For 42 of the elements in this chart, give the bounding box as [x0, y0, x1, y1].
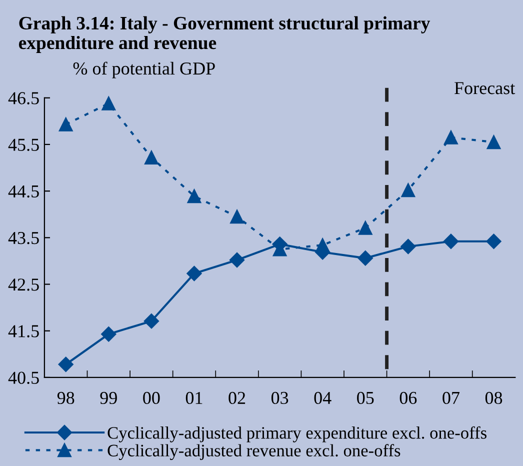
- y-tick-label: 46.5: [8, 92, 39, 104]
- chart-title: Graph 3.14: Italy - Government structural primary expenditure and revenue: [18, 16, 430, 53]
- x-tick-label: 06: [400, 392, 417, 404]
- y-tick-label: 42.5: [8, 278, 39, 291]
- point: [400, 238, 416, 254]
- point: [101, 326, 116, 342]
- y-tick-label: 43.5: [8, 232, 39, 244]
- text: Forecast: [454, 82, 516, 94]
- x-tick-label: 04: [314, 392, 332, 404]
- legend-label: Cyclically-adjusted primary expenditure excl. one-offs: [108, 426, 486, 442]
- x-tick-label: 05: [357, 392, 374, 404]
- point: [229, 252, 245, 268]
- y-tick-label: 44.5: [8, 185, 39, 198]
- y-tick-label: 40.5: [8, 372, 39, 384]
- x-tick-label: 07: [442, 392, 460, 404]
- point: [144, 314, 159, 329]
- x-tick-label: 99: [100, 392, 117, 404]
- point: [187, 189, 202, 204]
- x-tick-label: 08: [485, 392, 502, 404]
- point: [486, 135, 501, 150]
- x-tick-label: 98: [57, 392, 74, 404]
- point: [444, 130, 458, 144]
- point: [58, 356, 74, 372]
- point: [358, 250, 373, 266]
- point: [58, 117, 73, 132]
- x-tick-label: 03: [271, 392, 288, 404]
- y-tick-label: 45.5: [8, 138, 39, 151]
- point: [230, 210, 244, 224]
- y-axis-title: % of potential GDP: [73, 62, 215, 78]
- point: [443, 234, 459, 249]
- point: [316, 238, 330, 252]
- point: [186, 266, 202, 282]
- point: [144, 150, 158, 164]
- x-tick-label: 00: [143, 392, 160, 404]
- legend-label: Cyclically-adjusted revenue excl. one-offs: [108, 444, 400, 460]
- y-tick-label: 41.5: [8, 325, 39, 338]
- point: [102, 96, 116, 110]
- point: [486, 234, 502, 249]
- point: [401, 183, 416, 198]
- point: [358, 220, 372, 235]
- x-tick-label: 01: [186, 392, 202, 404]
- x-tick-label: 02: [228, 392, 246, 404]
